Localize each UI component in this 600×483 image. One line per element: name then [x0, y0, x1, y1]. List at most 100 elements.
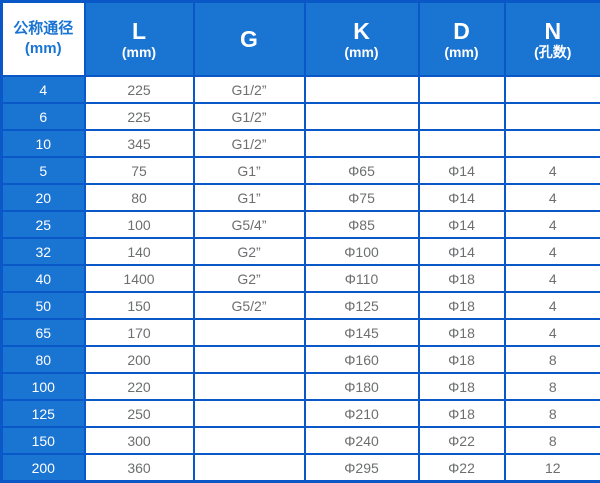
- cell-L: 140: [85, 238, 194, 265]
- cell-D: [419, 103, 505, 130]
- cell-D: Φ22: [419, 454, 505, 482]
- cell-L: 170: [85, 319, 194, 346]
- cell-nominal-diameter: 125: [2, 400, 85, 427]
- cell-K: Φ160: [305, 346, 419, 373]
- cell-N: 12: [505, 454, 600, 482]
- cell-G: [194, 319, 305, 346]
- cell-D: Φ14: [419, 238, 505, 265]
- cell-K: Φ65: [305, 157, 419, 184]
- cell-L: 250: [85, 400, 194, 427]
- cell-D: Φ18: [419, 292, 505, 319]
- cell-K: [305, 103, 419, 130]
- cell-G: G1/2”: [194, 130, 305, 157]
- cell-nominal-diameter: 40: [2, 265, 85, 292]
- cell-N: 4: [505, 211, 600, 238]
- cell-nominal-diameter: 25: [2, 211, 85, 238]
- cell-G: G2”: [194, 238, 305, 265]
- cell-K: Φ100: [305, 238, 419, 265]
- cell-K: Φ85: [305, 211, 419, 238]
- cell-G: [194, 454, 305, 482]
- cell-D: Φ22: [419, 427, 505, 454]
- cell-N: 4: [505, 292, 600, 319]
- col-header-subtitle: (mm): [306, 44, 418, 61]
- cell-L: 300: [85, 427, 194, 454]
- cell-L: 1400: [85, 265, 194, 292]
- cell-nominal-diameter: 65: [2, 319, 85, 346]
- cell-N: [505, 103, 600, 130]
- cell-nominal-diameter: 6: [2, 103, 85, 130]
- col-header-subtitle: (mm): [420, 44, 504, 61]
- cell-G: G1”: [194, 157, 305, 184]
- col-header-title: 公称通径: [3, 19, 84, 39]
- cell-N: 4: [505, 319, 600, 346]
- cell-L: 80: [85, 184, 194, 211]
- cell-N: 4: [505, 184, 600, 211]
- cell-G: [194, 346, 305, 373]
- cell-G: G5/2”: [194, 292, 305, 319]
- cell-nominal-diameter: 4: [2, 76, 85, 103]
- cell-G: G1/2”: [194, 76, 305, 103]
- cell-L: 100: [85, 211, 194, 238]
- cell-L: 220: [85, 373, 194, 400]
- col-header-title: N: [506, 18, 600, 44]
- cell-N: 4: [505, 157, 600, 184]
- cell-D: Φ18: [419, 265, 505, 292]
- cell-L: 360: [85, 454, 194, 482]
- cell-N: 8: [505, 400, 600, 427]
- col-header-title: L: [86, 18, 193, 44]
- cell-N: [505, 76, 600, 103]
- cell-L: 200: [85, 346, 194, 373]
- cell-L: 150: [85, 292, 194, 319]
- cell-K: Φ240: [305, 427, 419, 454]
- cell-N: [505, 130, 600, 157]
- cell-nominal-diameter: 50: [2, 292, 85, 319]
- col-header-nominal-diameter: 公称通径 (mm): [2, 2, 85, 77]
- cell-D: [419, 130, 505, 157]
- cell-G: G1”: [194, 184, 305, 211]
- cell-L: 75: [85, 157, 194, 184]
- col-header-N: N (孔数): [505, 2, 600, 77]
- cell-nominal-diameter: 80: [2, 346, 85, 373]
- cell-G: [194, 427, 305, 454]
- col-header-G: G: [194, 2, 305, 77]
- cell-D: Φ18: [419, 346, 505, 373]
- cell-D: [419, 76, 505, 103]
- cell-G: G1/2”: [194, 103, 305, 130]
- cell-G: [194, 373, 305, 400]
- col-header-subtitle: (孔数): [506, 44, 600, 61]
- cell-nominal-diameter: 10: [2, 130, 85, 157]
- cell-N: 4: [505, 265, 600, 292]
- cell-G: G5/4”: [194, 211, 305, 238]
- cell-nominal-diameter: 150: [2, 427, 85, 454]
- header-row: 公称通径 (mm) L (mm) G K (mm) D (mm): [2, 2, 600, 77]
- cell-K: Φ75: [305, 184, 419, 211]
- cell-L: 225: [85, 103, 194, 130]
- cell-D: Φ18: [419, 319, 505, 346]
- cell-K: Φ125: [305, 292, 419, 319]
- col-header-title: D: [420, 18, 504, 44]
- cell-K: [305, 76, 419, 103]
- col-header-K: K (mm): [305, 2, 419, 77]
- cell-K: [305, 130, 419, 157]
- cell-N: 4: [505, 238, 600, 265]
- cell-L: 345: [85, 130, 194, 157]
- cell-K: Φ110: [305, 265, 419, 292]
- cell-G: [194, 400, 305, 427]
- col-header-subtitle: (mm): [86, 44, 193, 61]
- cell-D: Φ18: [419, 400, 505, 427]
- cell-D: Φ18: [419, 373, 505, 400]
- cell-L: 225: [85, 76, 194, 103]
